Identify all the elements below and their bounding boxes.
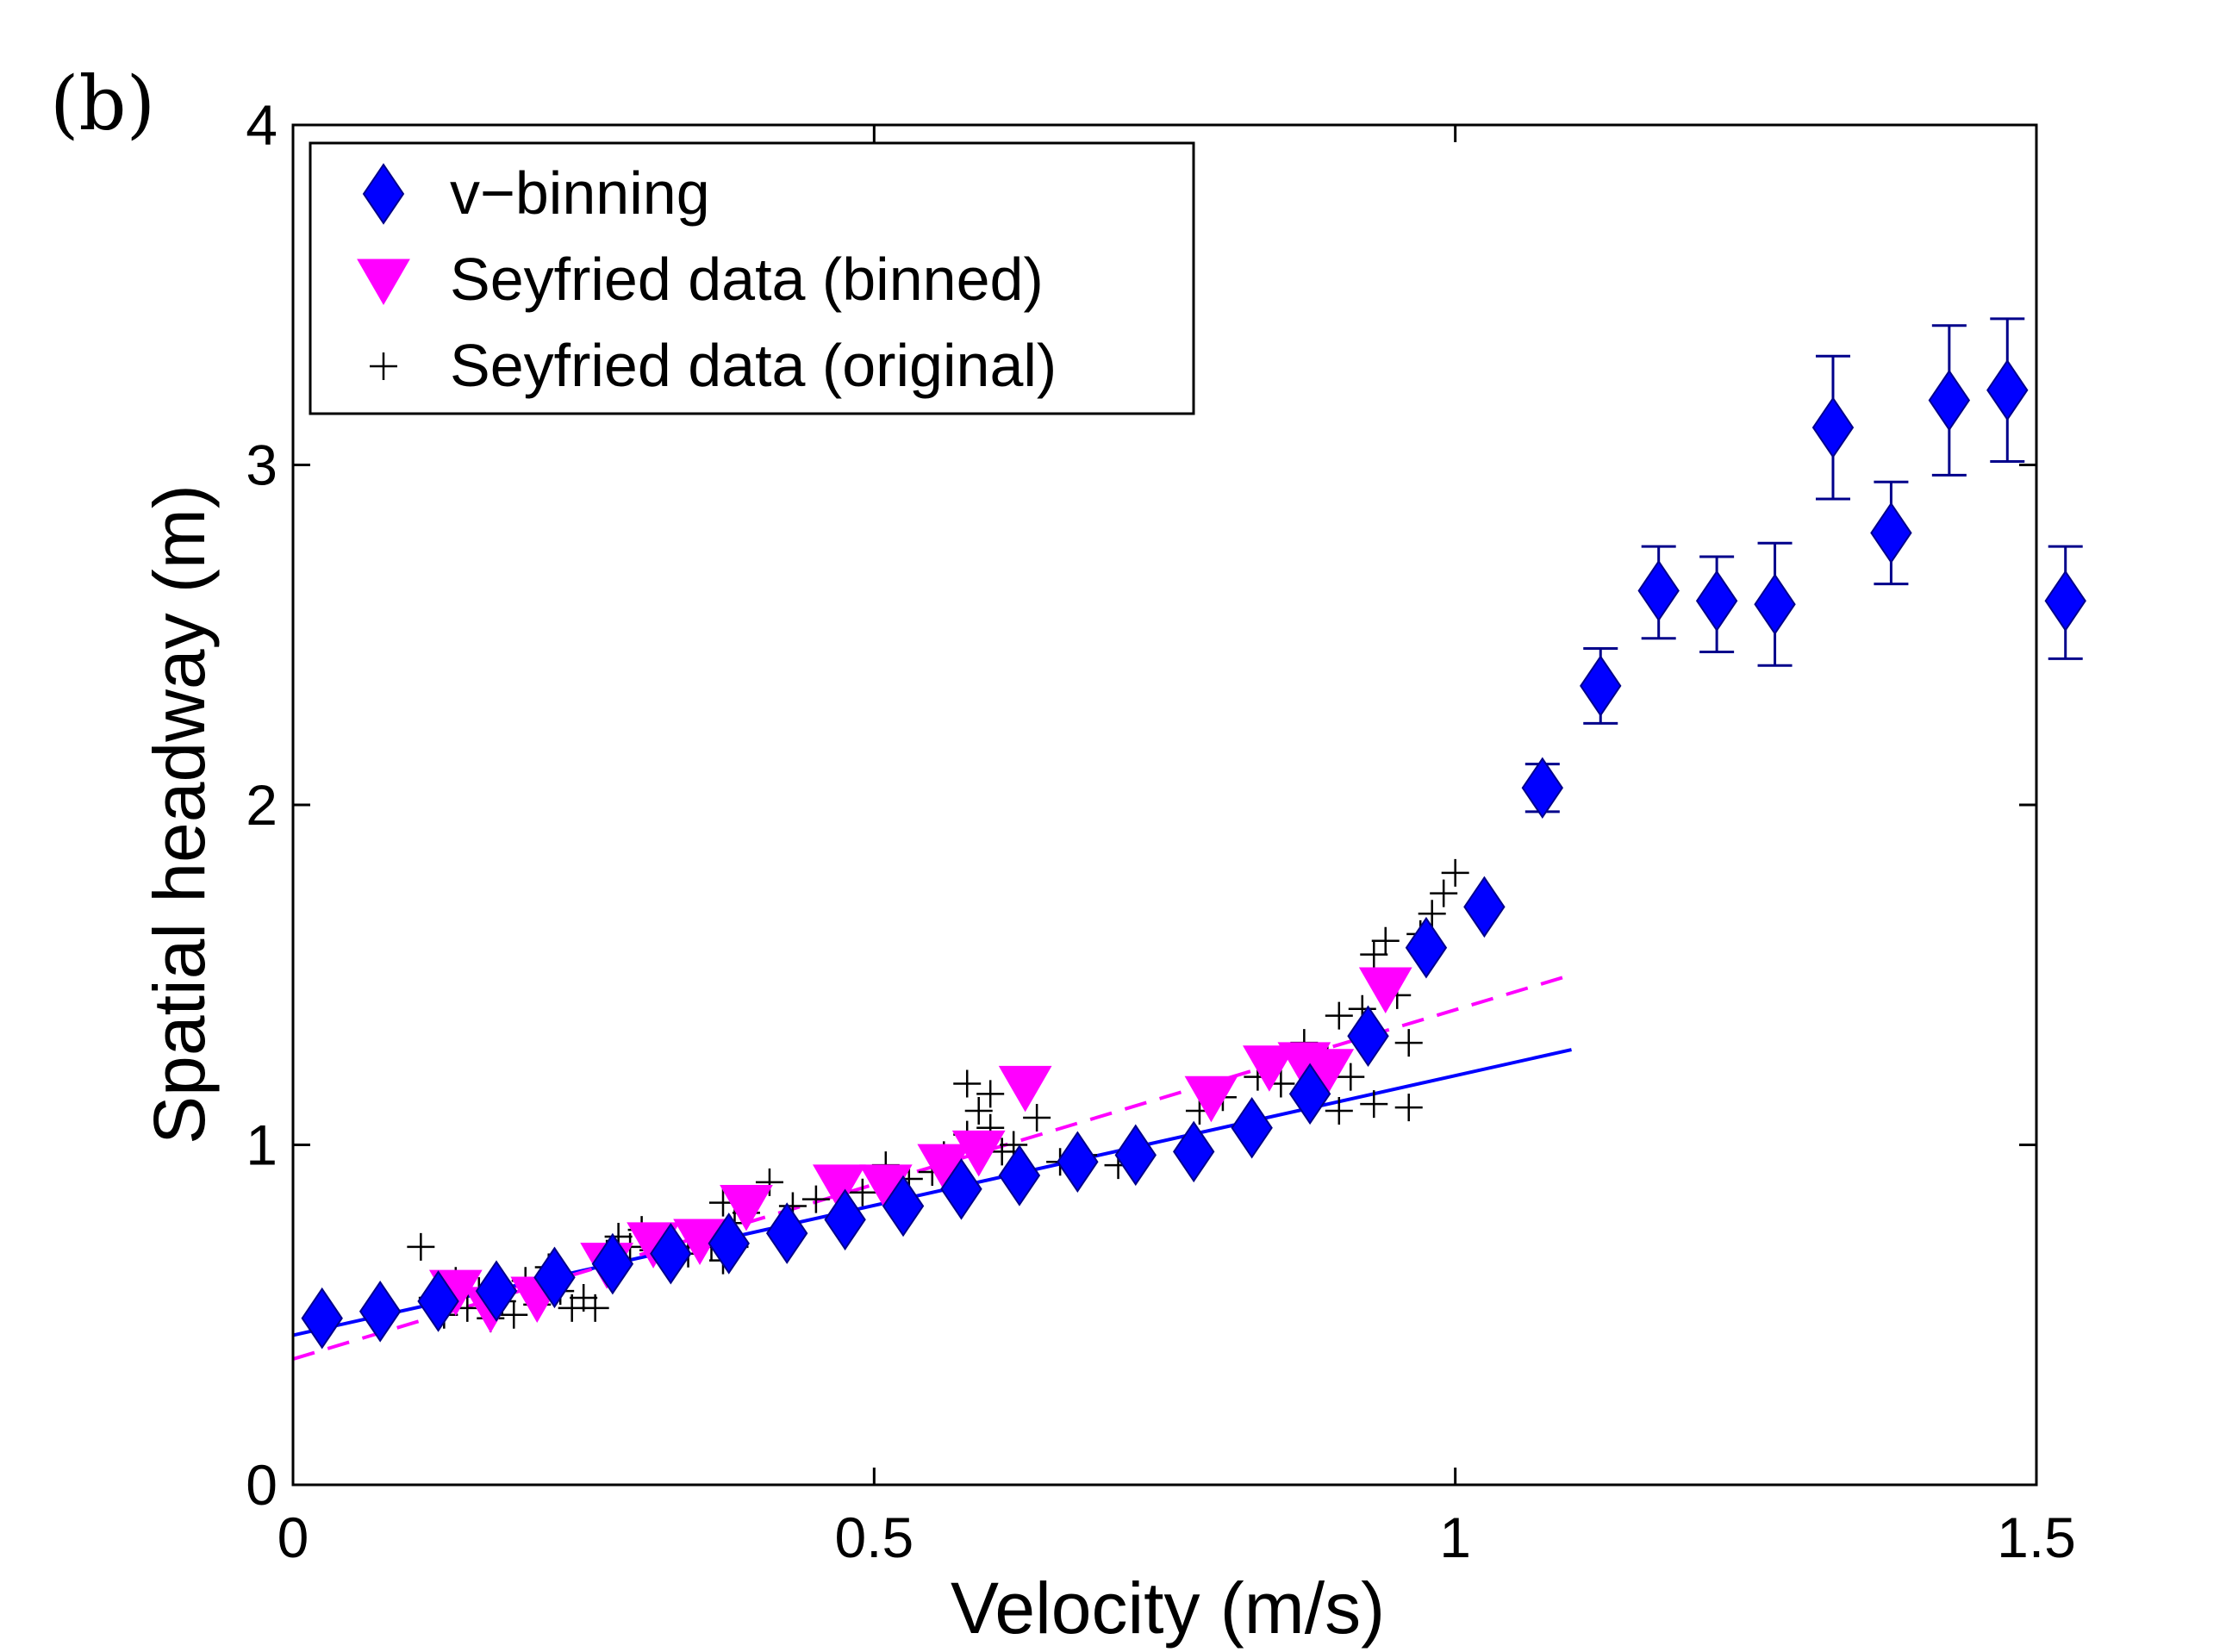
legend: v−binning Seyfried data (binned) Seyfrie… [309,141,1195,415]
y-tick-label: 0 [246,1453,277,1517]
seyfried-original-point [1394,1029,1423,1057]
v-binning-point [650,1222,692,1285]
seyfried-original-point [581,1294,609,1322]
v-binning-point [1870,502,1912,564]
v-binning-point [359,1281,402,1343]
v-binning-point [1057,1131,1099,1194]
v-binning-point [1405,916,1448,979]
x-axis-title: Velocity (m/s) [951,1568,1385,1649]
seyfried-original-point [755,1168,783,1196]
v-binning-point [1173,1120,1215,1183]
v-binning-point [301,1287,343,1350]
seyfried-original-point [1418,900,1446,928]
legend-label-v-binning: v−binning [450,159,710,227]
v-binning-point [1580,655,1622,717]
y-tick-label: 2 [246,773,277,837]
x-tick-label: 1.5 [1997,1506,2076,1569]
v-binning-point [1114,1124,1157,1187]
v-binning-point [1288,1063,1331,1125]
v-binning-point [998,1144,1041,1206]
x-tick-label: 0.5 [834,1506,913,1569]
seyfried-original-point [953,1069,982,1098]
v-binning-point [1347,1005,1389,1068]
v-binning-point [2044,570,2086,633]
seyfried-original-point [848,1178,876,1206]
legend-label-seyfried-original: Seyfried data (original) [450,332,1057,399]
legend-triangle-icon [357,259,410,306]
v-binning-point [1463,876,1506,938]
seyfried-binned-point [998,1065,1052,1113]
v-binning-point [1754,573,1796,636]
v-binning-point [708,1213,750,1275]
seyfried-original-point [976,1080,1005,1108]
seyfried-original-point [500,1300,528,1329]
v-binning-series [301,317,2086,1350]
seyfried-binned-point [951,1130,1006,1177]
y-axis-title: Spatial headway (m) [139,484,220,1144]
v-binning-point [1695,570,1738,633]
seyfried-original-point [1360,1090,1388,1119]
seyfried-original-point [1325,1001,1353,1030]
seyfried-binned-point [1358,967,1412,1014]
seyfried-original-point [964,1097,993,1125]
v-binning-point [417,1270,459,1332]
v-binning-point [475,1260,518,1322]
axis-ticks: 0 0.5 1 1.5 0 1 2 3 4 [246,93,2076,1569]
v-binning-point [824,1188,866,1251]
seyfried-original-point [1325,1097,1353,1125]
seyfried-original-point [1337,1063,1365,1091]
v-binning-point [1521,757,1564,820]
v-binning-point [940,1158,982,1220]
seyfried-binned-point [1184,1075,1238,1123]
legend-box [309,141,1195,415]
v-binning-point [533,1246,576,1309]
y-tick-label: 4 [246,93,277,157]
seyfried-binned-point [720,1185,773,1231]
legend-marker-seyfried-binned [357,259,410,306]
seyfried-binned-series [428,967,1412,1333]
seyfried-original-point [1430,879,1458,907]
seyfried-binned-point [813,1164,866,1211]
legend-marker-seyfried-original [370,352,397,380]
y-tick-label: 1 [246,1113,277,1177]
v-binning-point [1811,396,1855,458]
legend-marker-v-binning [362,163,405,225]
y-tick-label: 3 [246,433,277,497]
legend-diamond-icon [362,163,405,225]
v-binning-point [1986,358,2029,421]
seyfried-original-point [1441,858,1469,887]
x-tick-label: 1 [1439,1506,1471,1569]
seyfried-original-point [1023,1103,1051,1131]
v-binning-point [1637,559,1680,622]
seyfried-original-point [407,1232,435,1261]
x-tick-label: 0 [277,1506,309,1569]
seyfried-original-point [801,1185,830,1213]
seyfried-binned-point [1243,1045,1296,1092]
seyfried-original-point [1394,1094,1423,1122]
panel-label: (b) [50,61,155,147]
v-binning-point [1231,1096,1273,1159]
seyfried-original-point [1360,940,1388,969]
v-binning-point [882,1175,925,1237]
v-binning-point [1928,369,1971,432]
legend-label-seyfried-binned: Seyfried data (binned) [450,246,1044,313]
v-binning-point [591,1232,634,1295]
v-binning-point [765,1202,808,1264]
legend-plus-icon [370,352,397,380]
seyfried-original-point [1371,926,1400,955]
